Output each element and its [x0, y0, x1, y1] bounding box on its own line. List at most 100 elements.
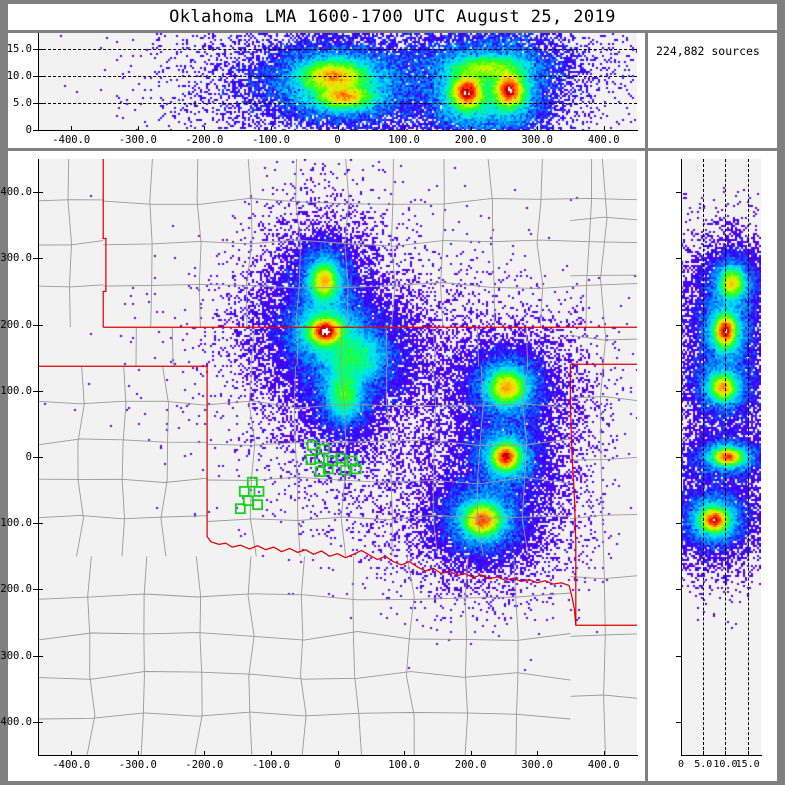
map-y-tick-mark [33, 324, 43, 326]
side-x-tick-mark [725, 751, 727, 756]
source-count-panel: 224,882 sources [648, 33, 777, 148]
county-line-texas-west [38, 514, 208, 520]
county-line-kansas [196, 159, 202, 328]
lma-station-markers[interactable] [234, 439, 362, 515]
top-x-tick-mark [270, 126, 272, 131]
county-line-kansas [245, 159, 253, 328]
county-line-texas-south [513, 556, 519, 755]
map-y-tick: 300.0 [0, 252, 32, 265]
page-title: Oklahoma LMA 1600-1700 UTC August 25, 20… [169, 7, 616, 27]
map-x-tick: 100.0 [388, 759, 420, 771]
top-y-tick-mark [33, 76, 43, 78]
top-x-tick-mark [404, 126, 406, 131]
map-y-tick-mark [33, 192, 43, 194]
county-line-oklahoma [432, 366, 438, 557]
county-line-texas-south [38, 592, 571, 601]
county-line-oklahoma [207, 514, 571, 522]
lma-station-marker[interactable] [318, 443, 330, 455]
side-x-tick-mark [747, 751, 749, 756]
title-panel: Oklahoma LMA 1600-1700 UTC August 25, 20… [8, 4, 777, 30]
top-y-tick: 0 [25, 124, 32, 136]
map-x-tick: -200.0 [185, 759, 224, 771]
side-x-tick: 10.0 [713, 759, 738, 770]
top-y-tick-mark [33, 49, 43, 51]
side-y-tick-mark [676, 192, 682, 194]
lma-station-marker[interactable] [335, 452, 347, 464]
side-y-tick-mark [676, 721, 682, 723]
top-y-tick: 10.0 [6, 70, 32, 83]
side-y-tick-mark [676, 589, 682, 591]
map-y-tick: 200.0 [0, 318, 32, 331]
side-density-canvas [681, 159, 761, 755]
county-line-ok-north-strip [296, 327, 299, 367]
county-line-ok-panhandle [171, 327, 174, 367]
side-x-tick: 0 [677, 759, 685, 770]
side-x-tick: 5.0 [694, 759, 713, 770]
state-boundaries [38, 159, 637, 626]
map-x-tick-mark [404, 751, 406, 756]
lma-station-marker[interactable] [340, 464, 351, 476]
county-line-kansas [149, 159, 153, 328]
county-line-colorado [67, 159, 72, 328]
state-line-ar-south [568, 585, 637, 626]
county-line-oklahoma [386, 366, 393, 557]
map-x-tick-mark [270, 751, 272, 756]
top-y-axis [38, 33, 39, 131]
county-line-texas-south [300, 556, 307, 755]
map-y-tick: -200.0 [0, 583, 32, 596]
county-line-ok-north-strip [432, 327, 437, 367]
map-y-tick: 400.0 [0, 186, 32, 199]
lma-station-marker[interactable] [234, 503, 246, 515]
county-line-ok-north-strip [385, 327, 388, 367]
map-x-tick: 0 [334, 759, 341, 771]
map-x-tick-mark [71, 751, 73, 756]
map-y-tick-mark [33, 390, 43, 392]
county-line-colorado [38, 284, 104, 288]
lma-station-marker[interactable] [246, 476, 258, 488]
side-x-tick-mark [703, 751, 705, 756]
lma-station-marker[interactable] [350, 463, 362, 475]
map-x-tick-mark [204, 751, 206, 756]
county-line-kansas [103, 197, 637, 205]
county-line-texas-south [38, 631, 571, 641]
side-plot-area[interactable] [681, 159, 761, 755]
map-x-tick-mark [470, 751, 472, 756]
map-y-tick-mark [33, 457, 43, 458]
county-line-colorado [38, 199, 104, 202]
county-line-ok-north-strip [525, 327, 529, 367]
map-vector-overlay [38, 159, 637, 755]
map-plot-area[interactable] [38, 159, 637, 755]
top-y-tick: 15.0 [6, 43, 32, 56]
state-line-nm-co [102, 159, 107, 328]
county-line-texas-west [38, 477, 208, 483]
county-line-ok-north-strip [476, 327, 480, 367]
county-line-oklahoma [207, 438, 571, 447]
lma-station-marker[interactable] [238, 485, 250, 497]
side-y-tick-mark [676, 390, 682, 392]
lma-station-marker[interactable] [306, 439, 318, 451]
side-y-tick-mark [676, 324, 682, 326]
plan-view-map-panel: -400.0 -300.0 -200.0 -100.0 0 100.0 200.0 300.0… [0, 151, 645, 781]
county-line-oklahoma [293, 366, 301, 557]
map-x-tick-mark [137, 751, 139, 756]
lma-station-marker[interactable] [253, 485, 265, 497]
lma-station-marker[interactable] [305, 454, 317, 466]
county-line-texas-west [76, 366, 85, 557]
lma-station-marker[interactable] [314, 466, 326, 478]
altitude-vs-north-south-panel: 0 5.0 10.0 15.0 [648, 151, 777, 781]
lma-station-marker[interactable] [314, 452, 325, 464]
county-line-kansas [536, 159, 544, 328]
county-line-kansas [440, 159, 445, 328]
lma-station-marker[interactable] [322, 463, 334, 475]
county-line-oklahoma [207, 400, 571, 409]
county-line-kansas [390, 159, 396, 328]
map-x-tick: -400.0 [52, 759, 91, 771]
top-plot-area[interactable] [38, 33, 637, 130]
lma-station-marker[interactable] [252, 499, 264, 511]
county-line-texas-south [405, 556, 415, 755]
map-x-tick: -300.0 [118, 759, 157, 771]
county-line-arkansas [570, 514, 637, 520]
map-y-tick-mark [33, 258, 43, 260]
county-line-arkansas [570, 633, 637, 637]
